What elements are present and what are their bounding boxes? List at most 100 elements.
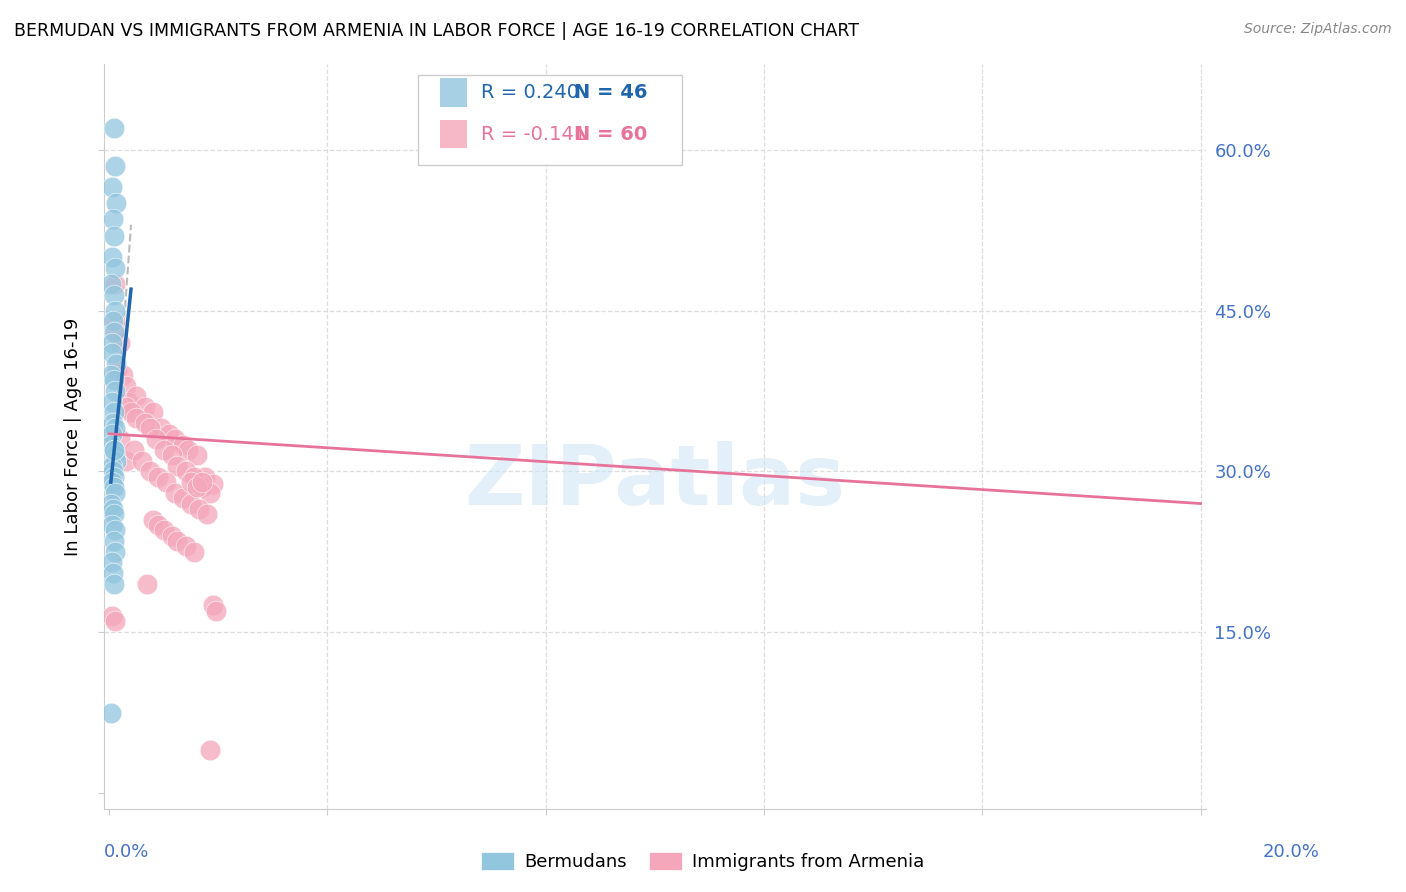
Point: [172, 437, 194, 451]
Point: [180, 475, 202, 489]
Point: [152, 442, 174, 457]
Point: [103, 577, 125, 591]
Point: [101, 518, 124, 533]
Point: [201, 477, 224, 491]
Point: [166, 458, 188, 473]
Point: [136, 577, 159, 591]
Point: [104, 384, 127, 398]
Point: [166, 534, 188, 549]
Point: [101, 609, 124, 624]
Point: [163, 432, 186, 446]
Point: [103, 405, 125, 419]
Text: R = 0.240: R = 0.240: [481, 83, 579, 102]
Text: 0.0%: 0.0%: [104, 843, 149, 861]
Point: [100, 496, 122, 510]
Point: [104, 325, 127, 339]
Point: [100, 277, 122, 291]
Point: [174, 540, 197, 554]
Point: [194, 469, 217, 483]
Legend: Bermudans, Immigrants from Armenia: Bermudans, Immigrants from Armenia: [474, 845, 932, 879]
Point: [101, 394, 124, 409]
Point: [155, 475, 177, 489]
Point: [148, 518, 170, 533]
Point: [104, 524, 127, 538]
Text: N = 46: N = 46: [575, 83, 648, 102]
Point: [104, 448, 127, 462]
Point: [101, 250, 124, 264]
Point: [139, 421, 162, 435]
Point: [183, 469, 205, 483]
Point: [101, 566, 124, 581]
Point: [122, 442, 145, 457]
Point: [142, 513, 165, 527]
Point: [125, 410, 148, 425]
Point: [188, 501, 211, 516]
Point: [180, 496, 202, 510]
Point: [100, 437, 122, 451]
Point: [101, 180, 124, 194]
Point: [134, 416, 156, 430]
Point: [157, 426, 180, 441]
Point: [103, 228, 125, 243]
Point: [114, 378, 136, 392]
Point: [101, 335, 124, 350]
Point: [103, 469, 125, 483]
Point: [104, 303, 127, 318]
Point: [103, 508, 125, 522]
Point: [103, 373, 125, 387]
Point: [125, 389, 148, 403]
Point: [101, 458, 124, 473]
Point: [131, 453, 153, 467]
Point: [104, 357, 127, 371]
Text: N = 60: N = 60: [575, 125, 648, 144]
Point: [104, 421, 127, 435]
Text: BERMUDAN VS IMMIGRANTS FROM ARMENIA IN LABOR FORCE | AGE 16-19 CORRELATION CHART: BERMUDAN VS IMMIGRANTS FROM ARMENIA IN L…: [14, 22, 859, 40]
Point: [104, 545, 127, 559]
Point: [142, 405, 165, 419]
Point: [197, 508, 219, 522]
Point: [152, 524, 174, 538]
Point: [145, 432, 167, 446]
Point: [103, 480, 125, 494]
Point: [191, 475, 214, 489]
Point: [111, 368, 134, 382]
Point: [177, 442, 200, 457]
Point: [148, 469, 170, 483]
Point: [104, 196, 127, 211]
Point: [105, 362, 128, 376]
FancyBboxPatch shape: [440, 120, 467, 148]
Point: [198, 743, 221, 757]
Point: [104, 485, 127, 500]
Point: [183, 545, 205, 559]
Point: [186, 480, 208, 494]
Point: [160, 529, 183, 543]
FancyBboxPatch shape: [418, 75, 682, 165]
Point: [100, 706, 122, 720]
Point: [101, 416, 124, 430]
Point: [103, 442, 125, 457]
Point: [172, 491, 194, 505]
FancyBboxPatch shape: [440, 78, 467, 106]
Point: [120, 405, 142, 419]
Point: [150, 421, 173, 435]
Point: [108, 335, 131, 350]
Point: [114, 400, 136, 414]
Point: [198, 485, 221, 500]
Text: R = -0.141: R = -0.141: [481, 125, 586, 144]
Point: [101, 464, 124, 478]
Point: [103, 325, 125, 339]
Point: [186, 448, 208, 462]
Point: [163, 485, 186, 500]
Text: Source: ZipAtlas.com: Source: ZipAtlas.com: [1244, 22, 1392, 37]
Point: [114, 453, 136, 467]
Point: [104, 615, 127, 629]
Point: [201, 599, 224, 613]
Point: [101, 346, 124, 360]
Point: [100, 368, 122, 382]
Point: [101, 475, 124, 489]
Point: [191, 480, 214, 494]
Point: [108, 432, 131, 446]
Point: [101, 501, 124, 516]
Point: [103, 121, 125, 136]
Point: [104, 277, 127, 291]
